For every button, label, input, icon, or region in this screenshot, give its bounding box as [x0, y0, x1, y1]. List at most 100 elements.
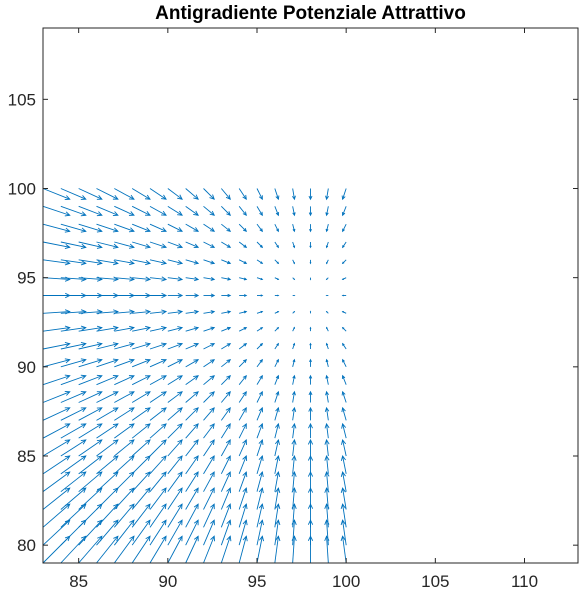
- arrow-shaft: [60, 259, 86, 264]
- arrow-shaft: [114, 241, 135, 248]
- field-arrow: [307, 438, 314, 456]
- field-arrow: [256, 342, 264, 350]
- field-arrow: [325, 206, 329, 217]
- arrow-head: [161, 503, 167, 510]
- field-arrow: [132, 309, 152, 315]
- field-arrow: [256, 406, 264, 421]
- arrow-head: [309, 342, 312, 346]
- arrow-shaft: [42, 223, 70, 232]
- arrow-head: [177, 535, 183, 542]
- field-arrow: [78, 407, 103, 421]
- arrow-shaft: [60, 535, 87, 564]
- arrow-shaft: [256, 423, 263, 439]
- arrow-head: [96, 455, 103, 461]
- field-arrow: [292, 326, 295, 332]
- arrow-head: [210, 326, 216, 331]
- field-arrow: [185, 188, 199, 200]
- arrow-head: [308, 195, 313, 201]
- field-arrow: [114, 259, 135, 266]
- arrow-shaft: [342, 359, 347, 368]
- field-arrow: [131, 358, 151, 368]
- arrow-shaft: [78, 391, 103, 403]
- field-arrow: [220, 391, 231, 403]
- field-arrow: [185, 359, 200, 368]
- arrow-shaft: [185, 391, 199, 403]
- arrow-shaft: [60, 423, 87, 439]
- arrow-head: [326, 262, 328, 265]
- field-arrow: [238, 455, 248, 475]
- field-arrow: [308, 422, 313, 439]
- arrow-head: [113, 503, 119, 510]
- arrow-head: [80, 358, 87, 364]
- arrow-head: [325, 228, 329, 233]
- arrow-shaft: [326, 472, 329, 492]
- arrow-head: [128, 358, 135, 364]
- arrow-shaft: [256, 391, 263, 403]
- field-arrow: [340, 535, 347, 564]
- arrow-head: [210, 503, 215, 510]
- arrow-shaft: [185, 487, 199, 510]
- field-arrow: [220, 519, 232, 546]
- field-arrow: [292, 342, 296, 350]
- arrow-shaft: [78, 439, 103, 457]
- arrow-shaft: [203, 536, 215, 564]
- arrow-shaft: [256, 471, 263, 492]
- field-arrow: [326, 326, 329, 332]
- arrow-head: [260, 294, 264, 297]
- field-arrow: [42, 391, 71, 403]
- arrow-shaft: [292, 536, 295, 564]
- arrow-shaft: [60, 223, 86, 232]
- arrow-head: [129, 260, 135, 266]
- arrow-shaft: [185, 259, 199, 264]
- arrow-shaft: [60, 407, 87, 421]
- arrow-head: [177, 276, 184, 282]
- field-arrow: [220, 407, 231, 421]
- field-arrow: [341, 188, 347, 201]
- arrow-shaft: [203, 503, 215, 528]
- arrow-shaft: [78, 407, 103, 421]
- field-arrow: [274, 454, 281, 474]
- field-arrow: [167, 407, 183, 421]
- y-tick-label: 105: [8, 90, 36, 109]
- arrow-head: [226, 244, 232, 248]
- field-arrow: [60, 223, 87, 233]
- field-arrow: [131, 188, 151, 200]
- field-arrow: [60, 342, 87, 350]
- arrow-head: [260, 261, 264, 264]
- arrow-head: [145, 535, 151, 542]
- arrow-shaft: [114, 327, 135, 332]
- arrow-shaft: [238, 536, 247, 564]
- arrow-shaft: [256, 504, 263, 528]
- field-arrow: [167, 375, 183, 386]
- arrow-shaft: [185, 519, 199, 546]
- arrow-head: [161, 535, 167, 542]
- field-arrow: [60, 325, 87, 332]
- arrow-head: [193, 227, 200, 232]
- field-arrow: [203, 326, 216, 332]
- arrow-shaft: [238, 391, 247, 403]
- arrow-head: [64, 195, 71, 200]
- arrow-head: [243, 244, 248, 248]
- field-arrow: [42, 325, 71, 332]
- arrow-shaft: [220, 455, 231, 475]
- arrow-shaft: [274, 375, 279, 385]
- arrow-head: [177, 227, 184, 232]
- arrow-head: [145, 260, 152, 266]
- field-arrow: [167, 326, 184, 332]
- arrow-shaft: [220, 471, 231, 492]
- arrow-head: [242, 471, 248, 478]
- arrow-shaft: [256, 520, 263, 546]
- field-arrow: [342, 358, 347, 368]
- field-arrow: [113, 519, 135, 546]
- arrow-shaft: [114, 277, 134, 280]
- field-arrow: [78, 358, 103, 368]
- arrow-head: [276, 342, 279, 346]
- arrow-head: [325, 245, 329, 249]
- arrow-head: [258, 487, 264, 494]
- arrow-head: [193, 471, 199, 478]
- arrow-head: [260, 277, 264, 281]
- field-arrow: [42, 341, 71, 350]
- arrow-head: [225, 423, 231, 429]
- arrow-head: [128, 211, 135, 216]
- field-arrow: [221, 277, 232, 281]
